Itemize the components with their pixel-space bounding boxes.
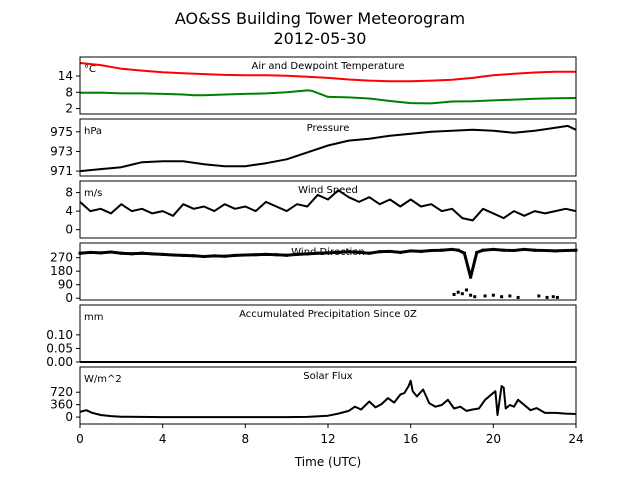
wind-direction-trace	[79, 247, 577, 278]
panel-1-series-2	[79, 89, 577, 105]
panel-1-ytick-label: 8	[65, 85, 73, 99]
panel-1-series-1	[79, 62, 576, 83]
panel-3-ytick-label: 8	[65, 186, 73, 200]
panel-1-ytick-label: 2	[65, 102, 73, 116]
x-axis-label: Time (UTC)	[294, 455, 361, 469]
panel-4-point	[537, 294, 541, 298]
panel-2: Pressure hPa 971 973 975	[50, 118, 577, 178]
panel-3-series-1	[79, 189, 577, 222]
panel-2-frame	[79, 118, 577, 177]
panel-4-ytick-label: 270	[50, 251, 73, 265]
x-tick-label: 20	[486, 432, 501, 446]
panel-4-point	[452, 292, 456, 296]
panel-2-ytick-label: 973	[50, 144, 73, 158]
panel-4-point	[473, 295, 477, 299]
panel-4-point	[464, 288, 468, 292]
panel-4-point	[483, 294, 487, 298]
panel-4-title: Wind Direction	[291, 247, 365, 258]
panel-3: Wind Speed m/s 0 4 8	[65, 180, 577, 239]
panel-3-ytick-label: 4	[65, 204, 73, 218]
panel-3-ytick-label: 0	[65, 223, 73, 237]
figure-date: 2012-05-30	[274, 29, 367, 48]
panel-4-point	[555, 295, 559, 299]
x-tick-label: 0	[76, 432, 84, 446]
panel-5-ytick-label: 0.05	[46, 341, 73, 355]
panel-6-ytick-label: 360	[50, 398, 73, 412]
panel-4-point	[545, 295, 549, 299]
panel-4-point	[491, 293, 495, 297]
panel-2-title: Pressure	[307, 123, 350, 134]
x-tick-label: 16	[403, 432, 418, 446]
panel-3-title: Wind Speed	[298, 185, 358, 196]
panel-4-point	[500, 295, 504, 299]
panel-2-series-1	[79, 124, 577, 173]
x-tick-label: 24	[568, 432, 583, 446]
panel-5-unit: mm	[84, 312, 103, 323]
panel-4-point	[460, 292, 464, 296]
panel-4-point	[456, 290, 460, 294]
panel-6-title: Solar Flux	[303, 371, 353, 382]
panel-6-ytick-label: 0	[65, 410, 73, 424]
panel-1-ytick-label: 14	[58, 69, 73, 83]
panel-6-ytick-label: 720	[50, 385, 73, 399]
panel-1-unit: °C	[84, 64, 96, 75]
panel-2-ytick-label: 971	[50, 164, 73, 178]
panel-5-ytick-label: 0.10	[46, 328, 73, 342]
panel-1: Air and Dewpoint Temperature °C 2 8 14	[58, 56, 577, 116]
panel-3-unit: m/s	[84, 188, 102, 199]
panel-4-point	[551, 295, 555, 299]
panel-3-frame	[79, 180, 577, 239]
panel-4-ytick-label: 0	[65, 291, 73, 305]
panel-4-point	[469, 293, 473, 297]
panel-4-ytick-label: 90	[58, 278, 73, 292]
panels: Air and Dewpoint Temperature °C 2 8 14 Pressu…	[46, 56, 584, 446]
panel-5-ytick-label: 0.00	[46, 355, 73, 369]
panel-5-frame	[79, 304, 577, 363]
panel-4-ytick-label: 180	[50, 264, 73, 278]
panel-6-series-1	[79, 379, 577, 419]
panel-2-unit: hPa	[84, 126, 102, 137]
figure-title: AO&SS Building Tower Meteorogram	[175, 9, 465, 28]
panel-5: Accumulated Precipitation Since 0Z mm 0.00…	[46, 304, 577, 369]
x-tick-label: 8	[242, 432, 250, 446]
panel-1-frame	[79, 56, 577, 115]
panel-4-point	[508, 294, 512, 298]
panel-5-title: Accumulated Precipitation Since 0Z	[239, 309, 417, 320]
x-tick-label: 4	[159, 432, 167, 446]
panel-2-ytick-label: 975	[50, 125, 73, 139]
x-tick-label: 12	[320, 432, 335, 446]
panel-1-title: Air and Dewpoint Temperature	[252, 61, 405, 72]
panel-6-unit: W/m^2	[84, 374, 122, 385]
panel-4-point	[516, 295, 520, 299]
